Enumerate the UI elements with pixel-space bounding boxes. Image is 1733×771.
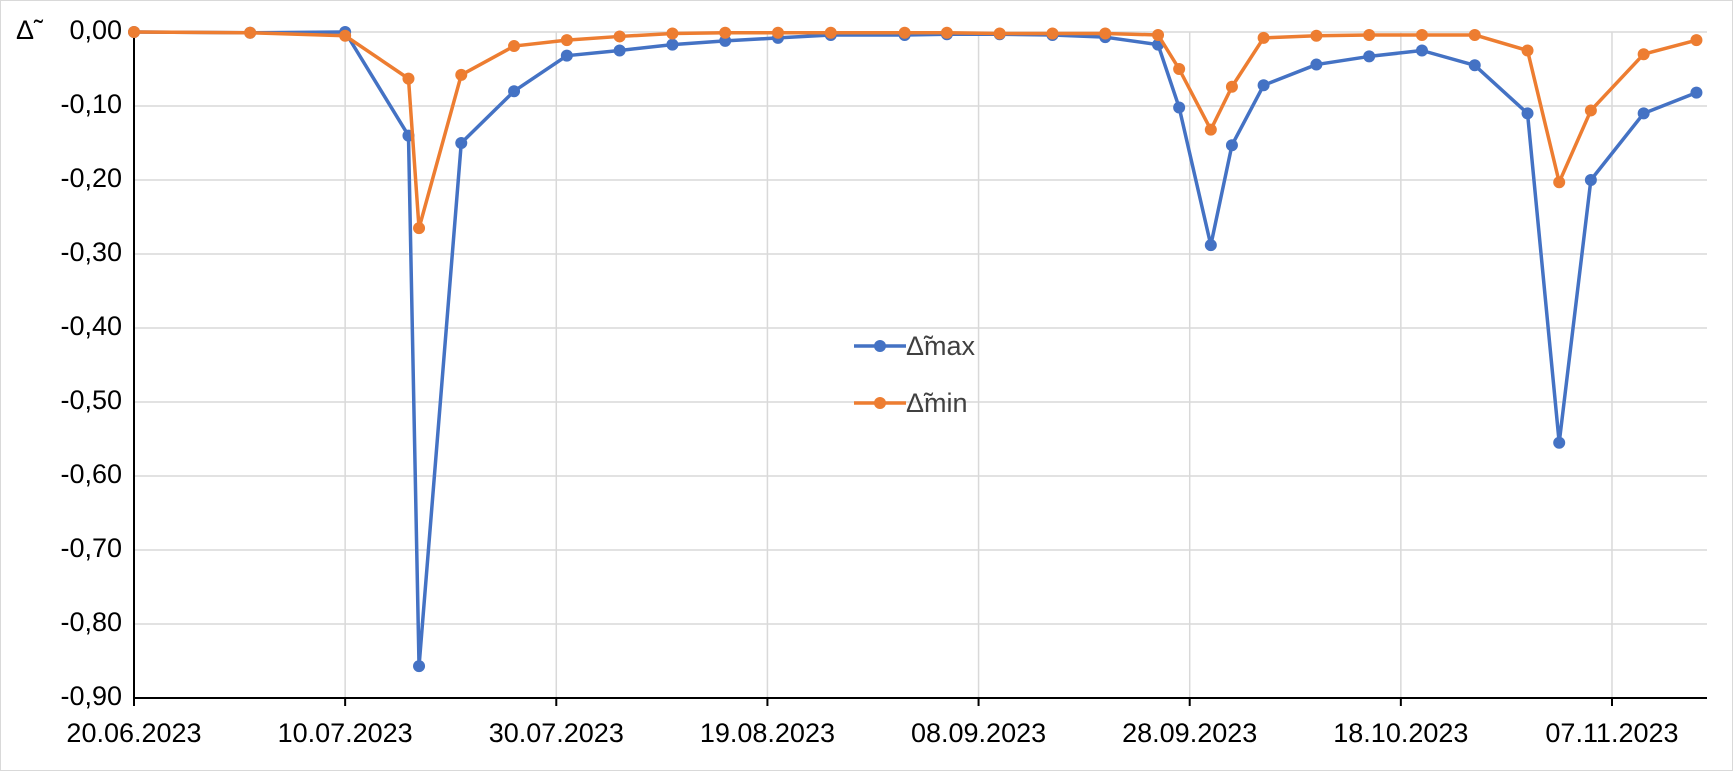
data-point: [402, 72, 415, 85]
data-point: [613, 30, 626, 43]
y-tick-label: -0,50: [60, 385, 122, 415]
data-point: [1173, 63, 1186, 75]
data-point: [1099, 27, 1112, 40]
data-point: [1225, 80, 1238, 93]
x-tick-label: 30.07.2023: [489, 718, 624, 748]
data-point: [824, 26, 837, 39]
y-tick-label: -0,60: [60, 459, 122, 489]
y-tick-label: -0,30: [60, 237, 122, 267]
data-point: [1690, 34, 1703, 47]
x-tick-label: 28.09.2023: [1122, 718, 1257, 748]
data-point: [508, 85, 521, 98]
data-point: [1521, 107, 1534, 120]
data-point: [1257, 31, 1270, 44]
data-point: [1553, 436, 1566, 449]
data-point: [1363, 50, 1376, 63]
data-point: [508, 40, 521, 53]
data-point: [1468, 28, 1481, 41]
data-point: [719, 26, 732, 39]
y-tick-label: -0,20: [60, 163, 122, 193]
data-point: [1204, 239, 1217, 252]
data-point: [1046, 27, 1059, 40]
data-point: [1257, 79, 1270, 92]
legend-marker: [874, 397, 886, 409]
x-tick-label: 07.11.2023: [1545, 718, 1678, 748]
data-point: [1310, 29, 1323, 42]
data-point: [1310, 58, 1323, 71]
data-point: [898, 26, 911, 39]
y-tick-label: 0,00: [69, 15, 122, 45]
data-point: [666, 27, 679, 40]
y-tick-label: -0,70: [60, 533, 122, 563]
data-point: [771, 26, 784, 39]
x-tick-label: 18.10.2023: [1333, 718, 1468, 748]
data-point: [413, 660, 426, 673]
data-point: [1521, 44, 1534, 57]
data-point: [1415, 44, 1428, 57]
data-point: [1553, 176, 1566, 189]
data-point: [339, 29, 352, 42]
x-tick-label: 19.08.2023: [700, 718, 835, 748]
y-tick-label: -0,40: [60, 311, 122, 341]
series-line: [133, 30, 1697, 230]
data-point: [1173, 101, 1186, 114]
x-tick-label: 10.07.2023: [278, 718, 413, 748]
legend-label: Δ̃max: [906, 331, 976, 361]
data-point: [993, 27, 1006, 40]
y-tick-label: -0,90: [60, 681, 122, 711]
y-tick-label: -0,10: [60, 89, 122, 119]
data-point: [1415, 28, 1428, 41]
data-point: [455, 68, 468, 81]
data-point: [1363, 28, 1376, 41]
y-tick-label: -0,80: [60, 607, 122, 637]
data-point: [1637, 107, 1650, 120]
data-point: [1584, 174, 1597, 186]
x-tick-label: 20.06.2023: [66, 718, 201, 748]
legend-label: Δ̃min: [906, 388, 968, 418]
legend: Δ̃max Δ̃min: [854, 331, 976, 418]
data-point: [413, 222, 426, 235]
data-point: [1468, 59, 1481, 72]
data-point: [1690, 86, 1703, 99]
data-point: [1152, 28, 1165, 41]
data-point: [1225, 139, 1238, 152]
data-point: [613, 44, 626, 57]
data-point: [1204, 123, 1217, 136]
data-point: [1637, 48, 1650, 61]
legend-marker: [874, 340, 886, 352]
x-tick-label: 08.09.2023: [911, 718, 1046, 748]
data-point: [455, 137, 468, 149]
data-point: [128, 26, 140, 38]
data-point: [560, 49, 573, 62]
data-point: [560, 34, 573, 47]
data-point: [1584, 104, 1597, 117]
data-point: [244, 26, 257, 39]
data-point: [940, 26, 953, 39]
data-point: [666, 38, 679, 51]
